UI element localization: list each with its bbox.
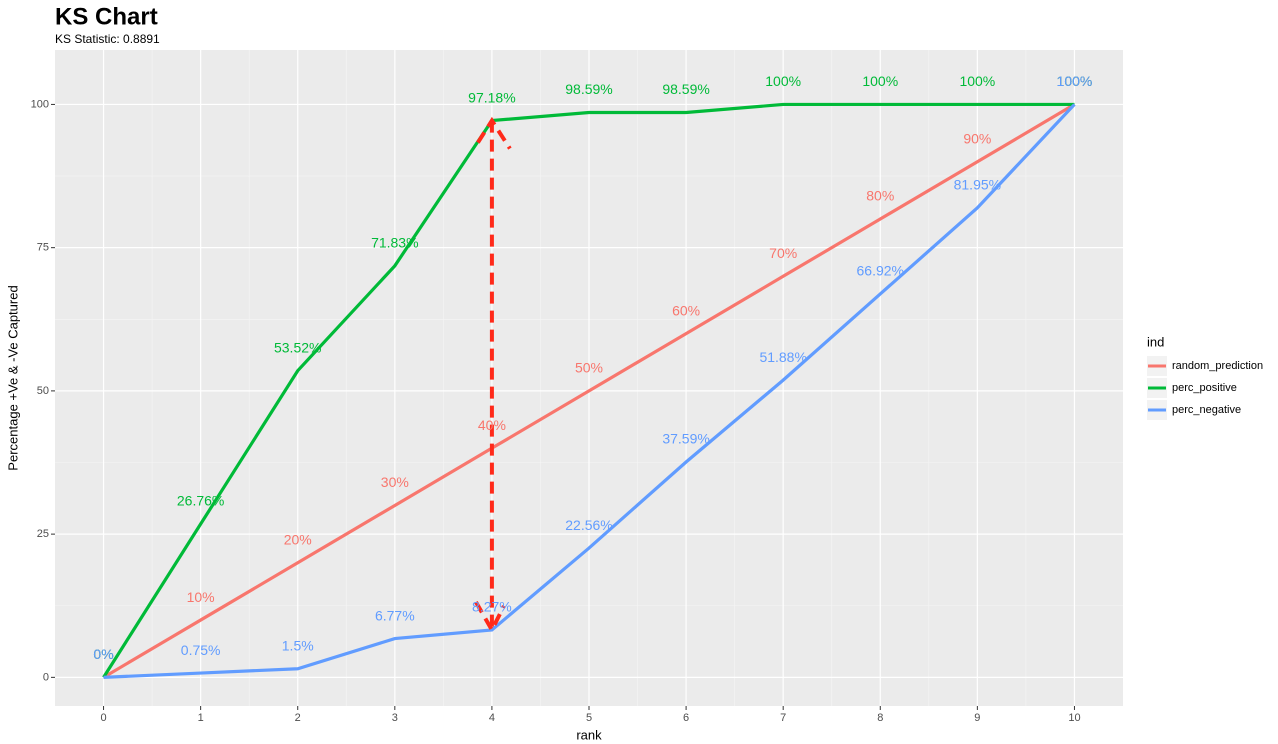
y-tick-label: 75 xyxy=(37,242,49,254)
data-label: 81.95% xyxy=(954,177,1001,193)
x-tick-label: 2 xyxy=(295,712,301,724)
data-label: 90% xyxy=(963,130,991,146)
x-tick-label: 1 xyxy=(198,712,204,724)
data-label: 80% xyxy=(866,188,894,204)
data-label: 40% xyxy=(478,417,506,433)
data-label: 60% xyxy=(672,302,700,318)
data-label: 100% xyxy=(765,73,801,89)
marks: 0%10%20%30%40%50%60%70%80%90%100%0%26.76… xyxy=(93,73,1093,679)
x-tick-label: 3 xyxy=(392,712,398,724)
ks-arrow-head xyxy=(474,600,506,635)
y-axis-title: Percentage +Ve & -Ve Captured xyxy=(5,285,20,470)
x-tick-label: 6 xyxy=(683,712,689,724)
data-label: 0% xyxy=(93,646,113,662)
x-axis-title: rank xyxy=(576,727,602,742)
data-label: 100% xyxy=(1057,73,1093,89)
data-label: 100% xyxy=(1057,73,1093,89)
y-tick-label: 0 xyxy=(43,671,49,683)
legend-label: random_prediction xyxy=(1172,360,1263,372)
x-tick-label: 5 xyxy=(586,712,592,724)
x-tick-label: 7 xyxy=(780,712,786,724)
data-label: 66.92% xyxy=(857,263,904,279)
data-label: 0.75% xyxy=(181,642,221,658)
ks-arrow-head xyxy=(476,116,512,150)
x-tick-label: 8 xyxy=(877,712,883,724)
data-label: 20% xyxy=(284,531,312,547)
data-label: 97.18% xyxy=(468,89,515,105)
y-tick-label: 100 xyxy=(31,98,49,110)
chart-title: KS Chart xyxy=(55,3,158,30)
data-label: 71.83% xyxy=(371,235,418,251)
data-label: 50% xyxy=(575,360,603,376)
x-tick-label: 9 xyxy=(974,712,980,724)
data-label: 8.27% xyxy=(472,599,512,615)
chart-subtitle: KS Statistic: 0.8891 xyxy=(55,32,160,46)
y-tick-label: 25 xyxy=(37,528,49,540)
x-tick-label: 4 xyxy=(489,712,495,724)
legend-label: perc_negative xyxy=(1172,404,1241,416)
y-tick-label: 50 xyxy=(37,385,49,397)
data-label: 100% xyxy=(862,73,898,89)
data-label: 0% xyxy=(93,646,113,662)
data-label: 70% xyxy=(769,245,797,261)
data-label: 53.52% xyxy=(274,339,321,355)
data-label: 30% xyxy=(381,474,409,490)
data-label: 6.77% xyxy=(375,607,415,623)
data-label: 98.59% xyxy=(565,81,612,97)
data-label: 37.59% xyxy=(662,431,709,447)
data-label: 26.76% xyxy=(177,493,224,509)
legend-title: ind xyxy=(1147,334,1164,349)
series-line xyxy=(102,103,1076,679)
ks-arrow xyxy=(474,116,512,635)
data-label: 98.59% xyxy=(662,81,709,97)
data-label: 1.5% xyxy=(282,637,314,653)
x-tick-label: 10 xyxy=(1068,712,1080,724)
data-label: 100% xyxy=(1057,73,1093,89)
data-label: 100% xyxy=(959,73,995,89)
data-label: 10% xyxy=(187,589,215,605)
legend-label: perc_positive xyxy=(1172,382,1237,394)
series-line xyxy=(102,102,1075,679)
series-line xyxy=(103,103,1076,679)
data-label: 51.88% xyxy=(759,349,806,365)
data-label: 0% xyxy=(93,646,113,662)
data-label: 22.56% xyxy=(565,517,612,533)
x-tick-label: 0 xyxy=(100,712,106,724)
